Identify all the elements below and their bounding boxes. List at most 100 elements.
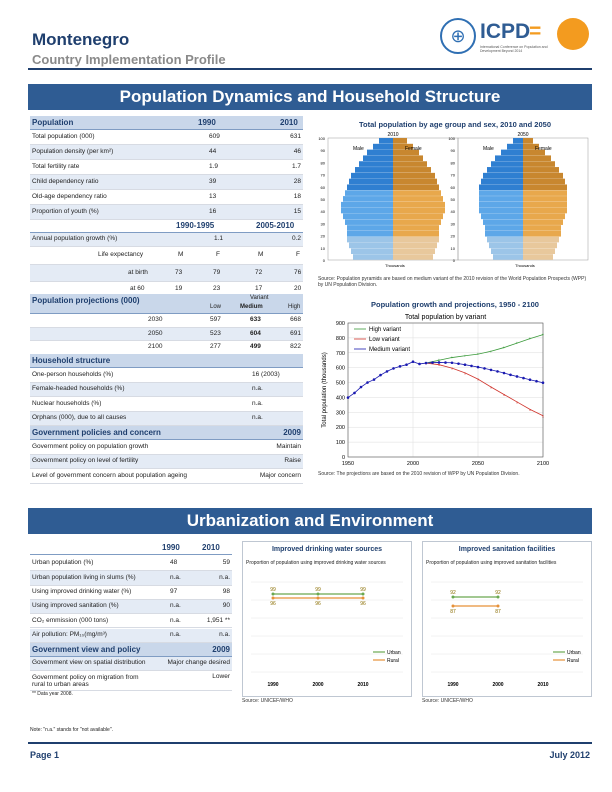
pyramid-female-bar — [523, 172, 563, 179]
pyramid-age-tick: 80 — [451, 160, 456, 165]
pyramid-female-bar — [393, 254, 433, 260]
pyramid-age-tick: 80 — [321, 160, 326, 165]
pyramid-female-bar — [523, 155, 551, 162]
pyramid-female-bar — [523, 184, 567, 191]
medium-point — [515, 375, 519, 378]
low-point: x — [490, 385, 492, 390]
pyramid-male-bar — [483, 172, 523, 179]
pyramid-male-bar — [479, 201, 523, 208]
pyramid-female-bar — [393, 149, 419, 156]
icpd-equals: = — [529, 20, 542, 43]
pyramid-age-tick: 20 — [451, 234, 456, 239]
pyramid-age-tick: 40 — [321, 209, 326, 214]
water-chart: 99 96 99 96 99 96 1990 2000 2010 Urban Rural — [251, 581, 403, 688]
medium-point — [405, 363, 408, 366]
medium-point — [431, 361, 434, 364]
rural-value: 96 — [270, 601, 276, 607]
icpd-logo: ICPD — [480, 20, 531, 43]
urban-value: 99 — [270, 587, 276, 593]
medium-point — [372, 378, 376, 381]
rural-point — [496, 604, 500, 608]
medium-point — [353, 391, 356, 395]
medium-point — [379, 373, 382, 377]
medium-point — [496, 370, 499, 373]
medium-point — [444, 361, 447, 364]
projections-header: Population projections (000) Variant Low… — [30, 294, 303, 314]
urban-value: 92 — [495, 590, 501, 596]
pyramid-age-tick: 0 — [453, 258, 456, 263]
household-row: Female-headed households (%) n.a. — [30, 382, 303, 397]
population-row: Total fertility rate 1.9 1.7 — [30, 160, 303, 175]
line-chart-source: Source: The projections are based on the… — [318, 471, 520, 477]
pyramid-male-bar — [481, 213, 523, 220]
medium-point — [359, 385, 363, 389]
sanitation-source: Source: UNICEF/WHO — [422, 698, 473, 704]
pyramid-female-label: Female — [535, 146, 552, 152]
series-line — [425, 334, 544, 364]
legend-rural-label: Rural — [387, 658, 399, 664]
year-label: 2000 — [312, 682, 323, 688]
low-point: x — [451, 366, 453, 371]
pyramid-female-bar — [523, 213, 565, 220]
plot-frame — [347, 322, 544, 458]
pyramid-male-bar — [479, 207, 523, 214]
pyramid-male-bar — [345, 219, 393, 225]
gov-view-header: Government view and policy 2009 — [30, 643, 232, 657]
year-label: 1990 — [267, 682, 278, 688]
pyramid-male-label: Male — [483, 146, 494, 152]
pyramid-x-label: Thousands — [385, 263, 405, 268]
sanitation-chart-subtitle: Proportion of population using improved … — [426, 560, 557, 566]
low-point: x — [477, 377, 479, 382]
pyramid-male-bar — [373, 143, 393, 150]
pyramid-female-bar — [523, 225, 561, 231]
medium-point — [483, 367, 486, 370]
urban-table: 1990 2010 Urban population (%) 48 59 Urb… — [30, 541, 232, 701]
pyramid-female-bar — [523, 201, 567, 208]
pyramid-age-tick: 100 — [318, 136, 325, 141]
urban-row: Air pollution: PM₁₀(mg/m³) n.a. n.a. — [30, 628, 232, 643]
pyramid-male-bar — [491, 248, 523, 254]
pyramid-female-bar — [523, 219, 563, 225]
pyramid-age-tick: 20 — [321, 234, 326, 239]
pyramid-female-bar — [523, 149, 545, 156]
pyramid-male-bar — [341, 207, 393, 214]
pyramid-age-tick: 90 — [321, 148, 326, 153]
pyramid-female-bar — [393, 248, 435, 254]
low-point: x — [529, 407, 531, 412]
pyramid-age-tick: 30 — [321, 221, 326, 226]
pyramid-female-bar — [393, 138, 407, 144]
low-point: x — [542, 413, 544, 418]
pyramid-age-tick: 60 — [321, 185, 326, 190]
pyramid-female-bar — [523, 138, 533, 144]
pyramid-male-bar — [483, 219, 523, 225]
pyramid-female-bar — [523, 190, 567, 196]
legend-urban-label: Urban — [387, 650, 401, 656]
rural-point — [451, 604, 455, 608]
pyramid-female-bar — [393, 201, 445, 208]
pyramid-female-bar — [393, 172, 435, 179]
pyramid-female-bar — [523, 167, 559, 173]
high-point: + — [438, 358, 441, 363]
pyramid-male-bar — [345, 190, 393, 196]
high-point: + — [542, 332, 545, 337]
urban-row: Using improved sanitation (%) n.a. 90 — [30, 599, 232, 615]
legend-label: Medium variant — [369, 347, 410, 353]
low-point: x — [503, 392, 505, 397]
pyramid-age-tick: 10 — [451, 246, 456, 251]
pyramid-male-bar — [489, 242, 523, 249]
pyramid-female-bar — [393, 213, 443, 220]
policy-row: Level of government concern about popula… — [30, 469, 303, 484]
high-point: + — [503, 345, 506, 350]
y-tick-label: 100 — [336, 440, 345, 446]
pyramid-female-bar — [393, 143, 413, 150]
medium-point — [424, 361, 428, 365]
life-at-birth-row: at birth 73 79 72 76 — [30, 265, 303, 282]
gov-migration-row: Government policy on migration from rura… — [30, 671, 232, 691]
urban-row: Urban population (%) 48 59 — [30, 557, 232, 572]
population-row: Old-age dependency ratio 13 18 — [30, 190, 303, 205]
pyramid-age-tick: 90 — [451, 148, 456, 153]
household-row: Nuclear households (%) n.a. — [30, 397, 303, 412]
pyramid-female-bar — [523, 196, 567, 202]
period-header: 1990-1995 2005-2010 — [30, 219, 303, 233]
pyramid-male-label: Male — [353, 146, 364, 152]
